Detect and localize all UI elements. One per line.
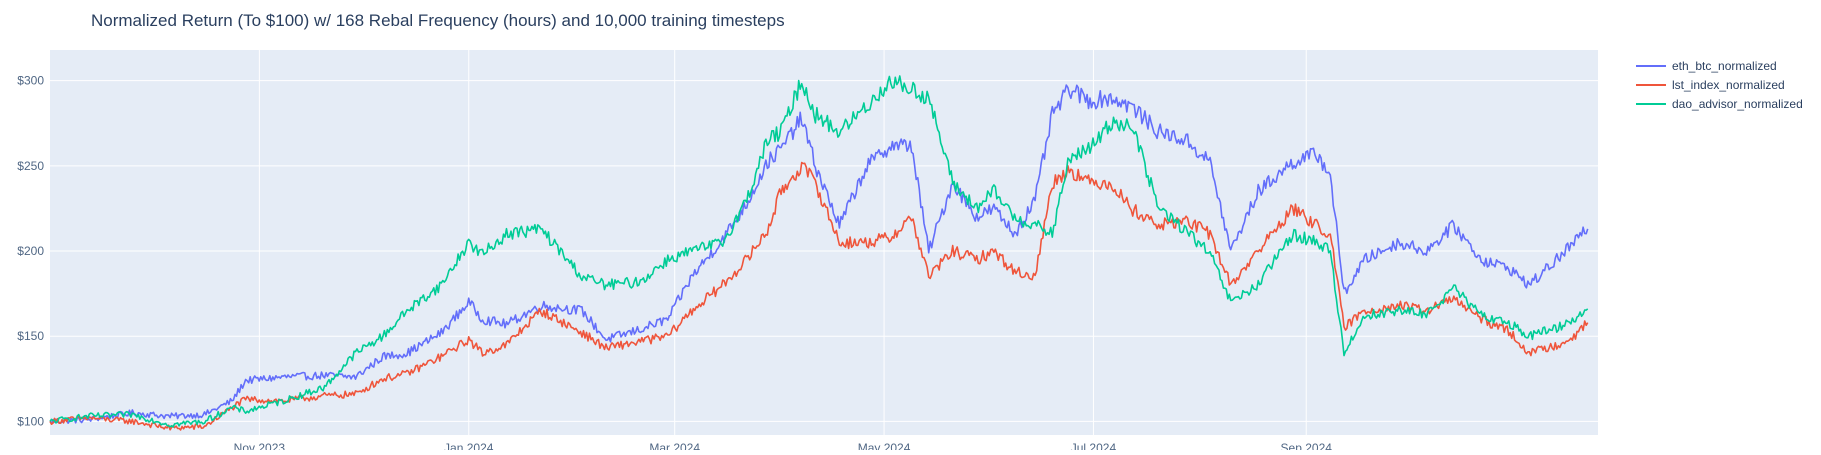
legend-item-eth_btc_normalized[interactable]: eth_btc_normalized: [1636, 59, 1777, 73]
legend-item-dao_advisor_normalized[interactable]: dao_advisor_normalized: [1636, 97, 1803, 111]
series-lines: [49, 75, 1589, 431]
x-tick-label: Jul 2024: [1071, 441, 1117, 450]
y-tick-label: $100: [17, 414, 44, 428]
legend-label: eth_btc_normalized: [1672, 59, 1777, 73]
legend[interactable]: eth_btc_normalized lst_index_normalizedda…: [1636, 59, 1803, 111]
series-line-dao_advisor_normalized: [49, 75, 1589, 428]
x-tick-label: Jan 2024: [444, 441, 494, 450]
legend-label: dao_advisor_normalized: [1672, 97, 1803, 111]
x-tick-label: Sep 2024: [1281, 441, 1333, 450]
grid: [50, 50, 1598, 435]
x-tick-label: May 2024: [858, 441, 911, 450]
legend-label: lst_index_normalized: [1672, 78, 1785, 92]
chart-title: Normalized Return (To $100) w/ 168 Rebal…: [91, 11, 785, 30]
series-line-lst_index_normalized: [49, 161, 1589, 431]
y-tick-label: $250: [17, 159, 44, 173]
x-tick-label: Nov 2023: [234, 441, 286, 450]
plot-background: [50, 50, 1598, 435]
x-tick-label: Mar 2024: [649, 441, 700, 450]
legend-item-lst_index_normalized[interactable]: lst_index_normalized: [1636, 78, 1785, 92]
y-tick-label: $150: [17, 329, 44, 343]
y-tick-label: $200: [17, 244, 44, 258]
series-line-eth_btc_normalized: [49, 84, 1589, 424]
y-tick-label: $300: [17, 74, 44, 88]
